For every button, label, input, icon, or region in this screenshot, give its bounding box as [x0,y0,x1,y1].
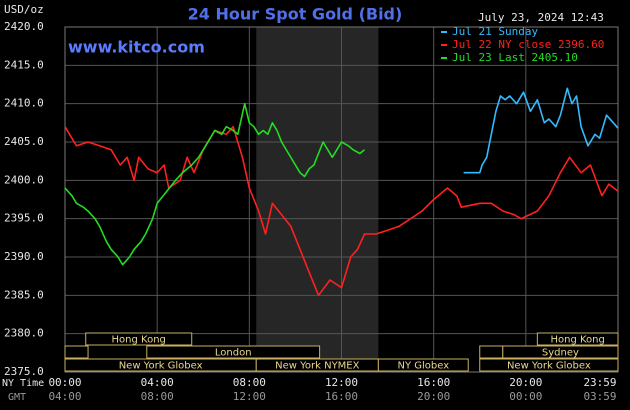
y-tick-label: 2400.0 [4,173,44,186]
session-label: Sydney [542,348,579,359]
session-box [64,345,89,359]
session-box [85,332,193,346]
y-tick-label: 2395.0 [4,212,44,225]
chart-title: 24 Hour Spot Gold (Bid) [188,5,403,24]
session-box [146,345,321,359]
x2-tick-label: 20:00 [417,390,450,403]
session-box [479,345,504,359]
session-box [536,332,619,346]
legend-label: Jul 23 Last 2405.10 [452,51,578,64]
y-tick-label: 2420.0 [4,20,44,33]
session-label: Hong Kong [550,335,604,346]
y-tick-label: 2415.0 [4,58,44,71]
x2-tick-label: 12:00 [233,390,266,403]
session-label: New York Globex [507,361,591,372]
date-label: July 23, 2024 12:43 [478,11,604,24]
x-tick-label: 16:00 [417,376,450,389]
session-box [502,345,619,359]
x-tick-label: 00:00 [48,376,81,389]
watermark: www.kitco.com [68,38,205,57]
y-axis-label: USD/oz [4,3,44,16]
y-tick-label: 2410.0 [4,97,44,110]
x-axis-label: NY Time [2,378,44,389]
x-tick-label: 23:59 [583,376,616,389]
x2-tick-label: 04:00 [48,390,81,403]
session-label: NY Globex [397,361,449,372]
legend-label: Jul 22 NY close 2396.60 [452,38,604,51]
session-box [479,358,619,372]
x2-tick-label: 08:00 [141,390,174,403]
x-tick-label: 12:00 [325,376,358,389]
price-line [64,125,619,297]
plot-border [64,26,619,373]
legend-label: Jul 21 Sunday [452,25,538,38]
x-tick-label: 08:00 [233,376,266,389]
y-tick-label: 2380.0 [4,327,44,340]
session-label: London [215,348,252,359]
y-tick-label: 2405.0 [4,135,44,148]
x2-tick-label: 00:00 [509,390,542,403]
session-label: Hong Kong [112,335,166,346]
x2-axis-label: GMT [8,392,26,403]
x2-tick-label: 03:59 [583,390,616,403]
y-tick-label: 2390.0 [4,250,44,263]
y-tick-label: 2375.0 [4,365,44,378]
session-box [377,358,469,372]
x-tick-label: 20:00 [509,376,542,389]
price-line [64,102,366,266]
price-line [463,87,619,174]
session-label: New York Globex [119,361,203,372]
session-shade [256,27,379,372]
y-tick-label: 2385.0 [4,288,44,301]
x-tick-label: 04:00 [141,376,174,389]
x2-tick-label: 16:00 [325,390,358,403]
session-label: New York NYMEX [275,361,360,372]
